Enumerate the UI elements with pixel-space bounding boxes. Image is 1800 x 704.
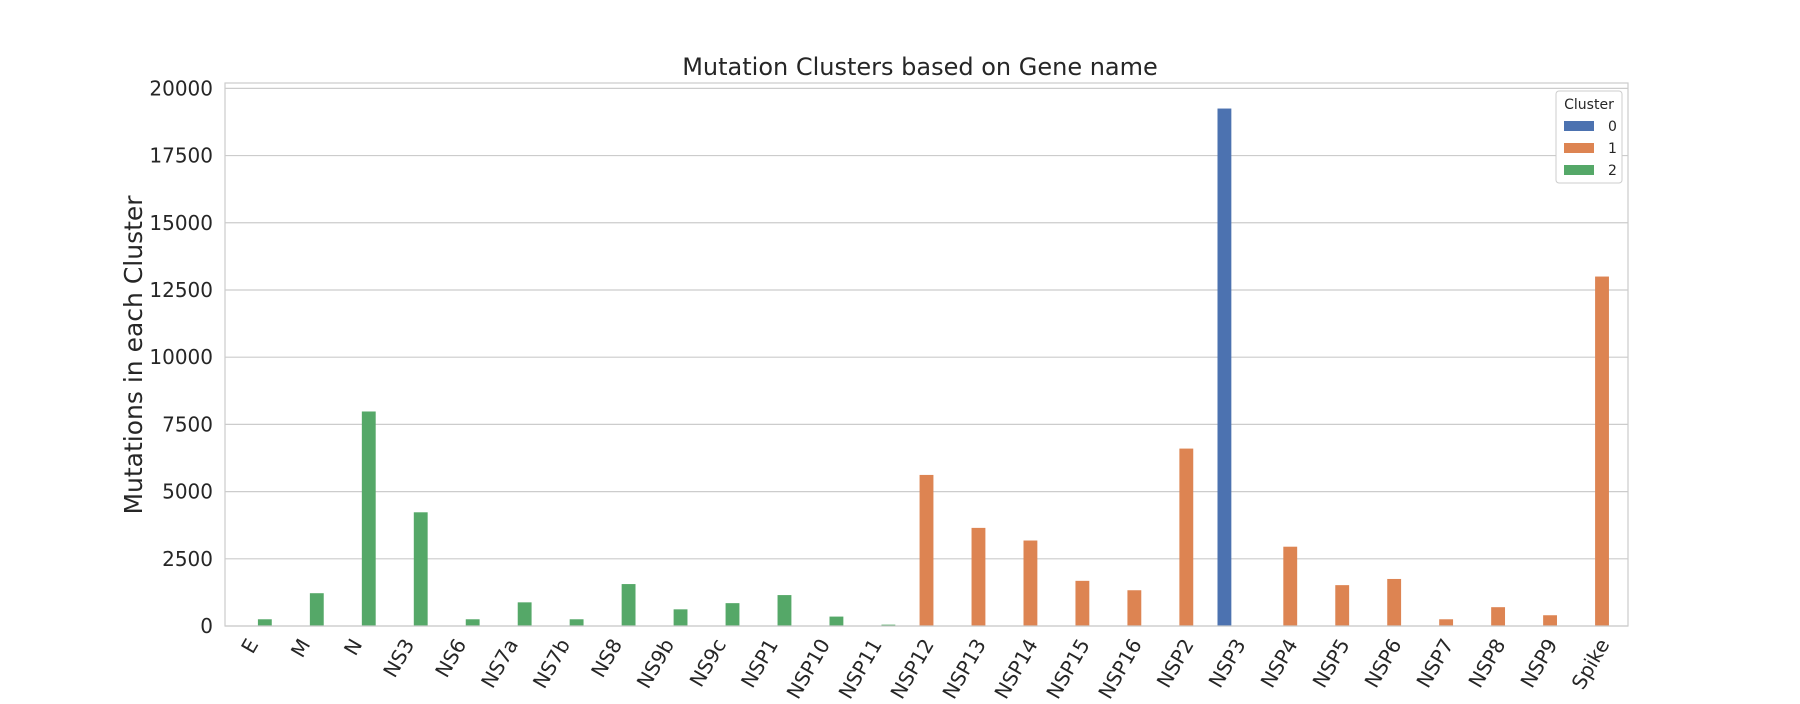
- x-tick-label: NSP10: [782, 635, 835, 701]
- legend-swatch-cluster-0: [1564, 121, 1594, 131]
- bar-NSP14-cluster-1: [1023, 540, 1038, 626]
- bar-NSP8-cluster-1: [1491, 607, 1506, 626]
- bar-NSP13-cluster-1: [971, 527, 986, 626]
- x-tick-label: NSP14: [989, 635, 1042, 701]
- bar-NSP7-cluster-1: [1439, 619, 1454, 626]
- legend-swatch-cluster-2: [1564, 165, 1594, 175]
- x-tick-label: M: [286, 635, 315, 662]
- legend: Cluster 0 1 2: [1555, 90, 1623, 184]
- bar-NSP11-cluster-2: [881, 624, 896, 626]
- y-tick-label: 5000: [162, 480, 213, 504]
- x-tick-label: N: [339, 635, 367, 660]
- bars: [257, 108, 1609, 627]
- x-tick-label: NSP12: [885, 635, 938, 701]
- x-tick-label: NS6: [430, 635, 471, 682]
- bar-NSP9-cluster-1: [1543, 615, 1557, 626]
- x-tick-label: NSP16: [1093, 635, 1146, 701]
- y-tick-label: 10000: [149, 345, 213, 369]
- y-tick-label: 0: [200, 614, 213, 638]
- bar-NS8-cluster-2: [621, 584, 636, 626]
- x-tick-label: NSP7: [1411, 635, 1458, 692]
- x-tick-label: NSP5: [1308, 635, 1355, 692]
- bar-NSP12-cluster-1: [919, 474, 934, 626]
- bar-Spike-cluster-1: [1595, 276, 1609, 626]
- legend-label-cluster-0: 0: [1608, 119, 1617, 135]
- legend-items: 0 1 2: [1564, 119, 1617, 179]
- bar-NSP15-cluster-1: [1075, 580, 1090, 626]
- bar-NSP1-cluster-2: [777, 595, 792, 626]
- x-tick-label: NS3: [378, 635, 419, 682]
- x-tick-label: NS9c: [684, 635, 730, 692]
- bar-NSP5-cluster-1: [1335, 585, 1350, 626]
- x-tick-labels: E M N NS3 NS6 NS7a NS7b NS8 NS9b NS9c NSP1NSP10NSP…: [236, 635, 1615, 703]
- y-axis-label: Mutations in each Cluster: [119, 195, 148, 515]
- x-tick-label: NSP2: [1152, 635, 1199, 692]
- legend-label-cluster-1: 1: [1608, 141, 1617, 157]
- x-tick-label: NS8: [586, 635, 627, 682]
- legend-swatch-cluster-1: [1564, 143, 1594, 153]
- bar-NS9b-cluster-2: [673, 609, 688, 626]
- gridlines: [225, 87, 1628, 627]
- x-tick-label: E: [236, 635, 263, 658]
- x-tick-label: NSP4: [1256, 635, 1303, 692]
- x-tick-label: NS9b: [632, 635, 679, 693]
- x-tick-label: NS7a: [476, 635, 523, 693]
- bar-NS3-cluster-2: [413, 512, 428, 626]
- legend-label-cluster-2: 2: [1608, 163, 1617, 179]
- plot-frame: [224, 82, 1629, 627]
- x-tick-label: NSP6: [1359, 635, 1406, 692]
- x-tick-label: Spike: [1567, 635, 1615, 694]
- chart-title: Mutation Clusters based on Gene name: [682, 53, 1158, 81]
- x-tick-label: NSP1: [736, 635, 783, 692]
- bar-NS7b-cluster-2: [569, 619, 584, 626]
- y-tick-label: 15000: [149, 211, 213, 235]
- bar-NSP4-cluster-1: [1283, 546, 1298, 626]
- bar-NS6-cluster-2: [465, 619, 480, 626]
- x-tick-label: NS7b: [528, 635, 575, 693]
- y-tick-label: 20000: [149, 76, 213, 100]
- bar-NSP3-cluster-0: [1217, 108, 1232, 627]
- y-tick-labels: 0 2500 5000 7500 10000 12500 15000 17500 20000: [149, 76, 213, 638]
- x-tick-label: NSP13: [937, 635, 990, 701]
- y-tick-label: 17500: [149, 144, 213, 168]
- bar-M-cluster-2: [309, 593, 324, 626]
- bar-NSP10-cluster-2: [829, 616, 844, 626]
- bar-NS7a-cluster-2: [517, 602, 532, 626]
- bar-NSP2-cluster-1: [1179, 448, 1194, 626]
- bar-NSP6-cluster-1: [1387, 578, 1402, 626]
- bar-NS9c-cluster-2: [725, 603, 740, 626]
- x-tick-label: NSP15: [1041, 635, 1094, 701]
- bar-E-cluster-2: [257, 619, 272, 626]
- bar-N-cluster-2: [361, 411, 376, 626]
- bar-NSP16-cluster-1: [1127, 590, 1142, 626]
- y-tick-label: 7500: [162, 412, 213, 436]
- x-tick-label: NSP9: [1515, 635, 1562, 692]
- legend-box: [1555, 90, 1623, 184]
- x-tick-label: NSP11: [833, 635, 886, 701]
- y-tick-label: 2500: [162, 547, 213, 571]
- legend-title: Cluster: [1564, 97, 1614, 113]
- x-tick-label: NSP8: [1463, 635, 1510, 692]
- y-tick-label: 12500: [149, 278, 213, 302]
- x-tick-label: NSP3: [1204, 635, 1251, 692]
